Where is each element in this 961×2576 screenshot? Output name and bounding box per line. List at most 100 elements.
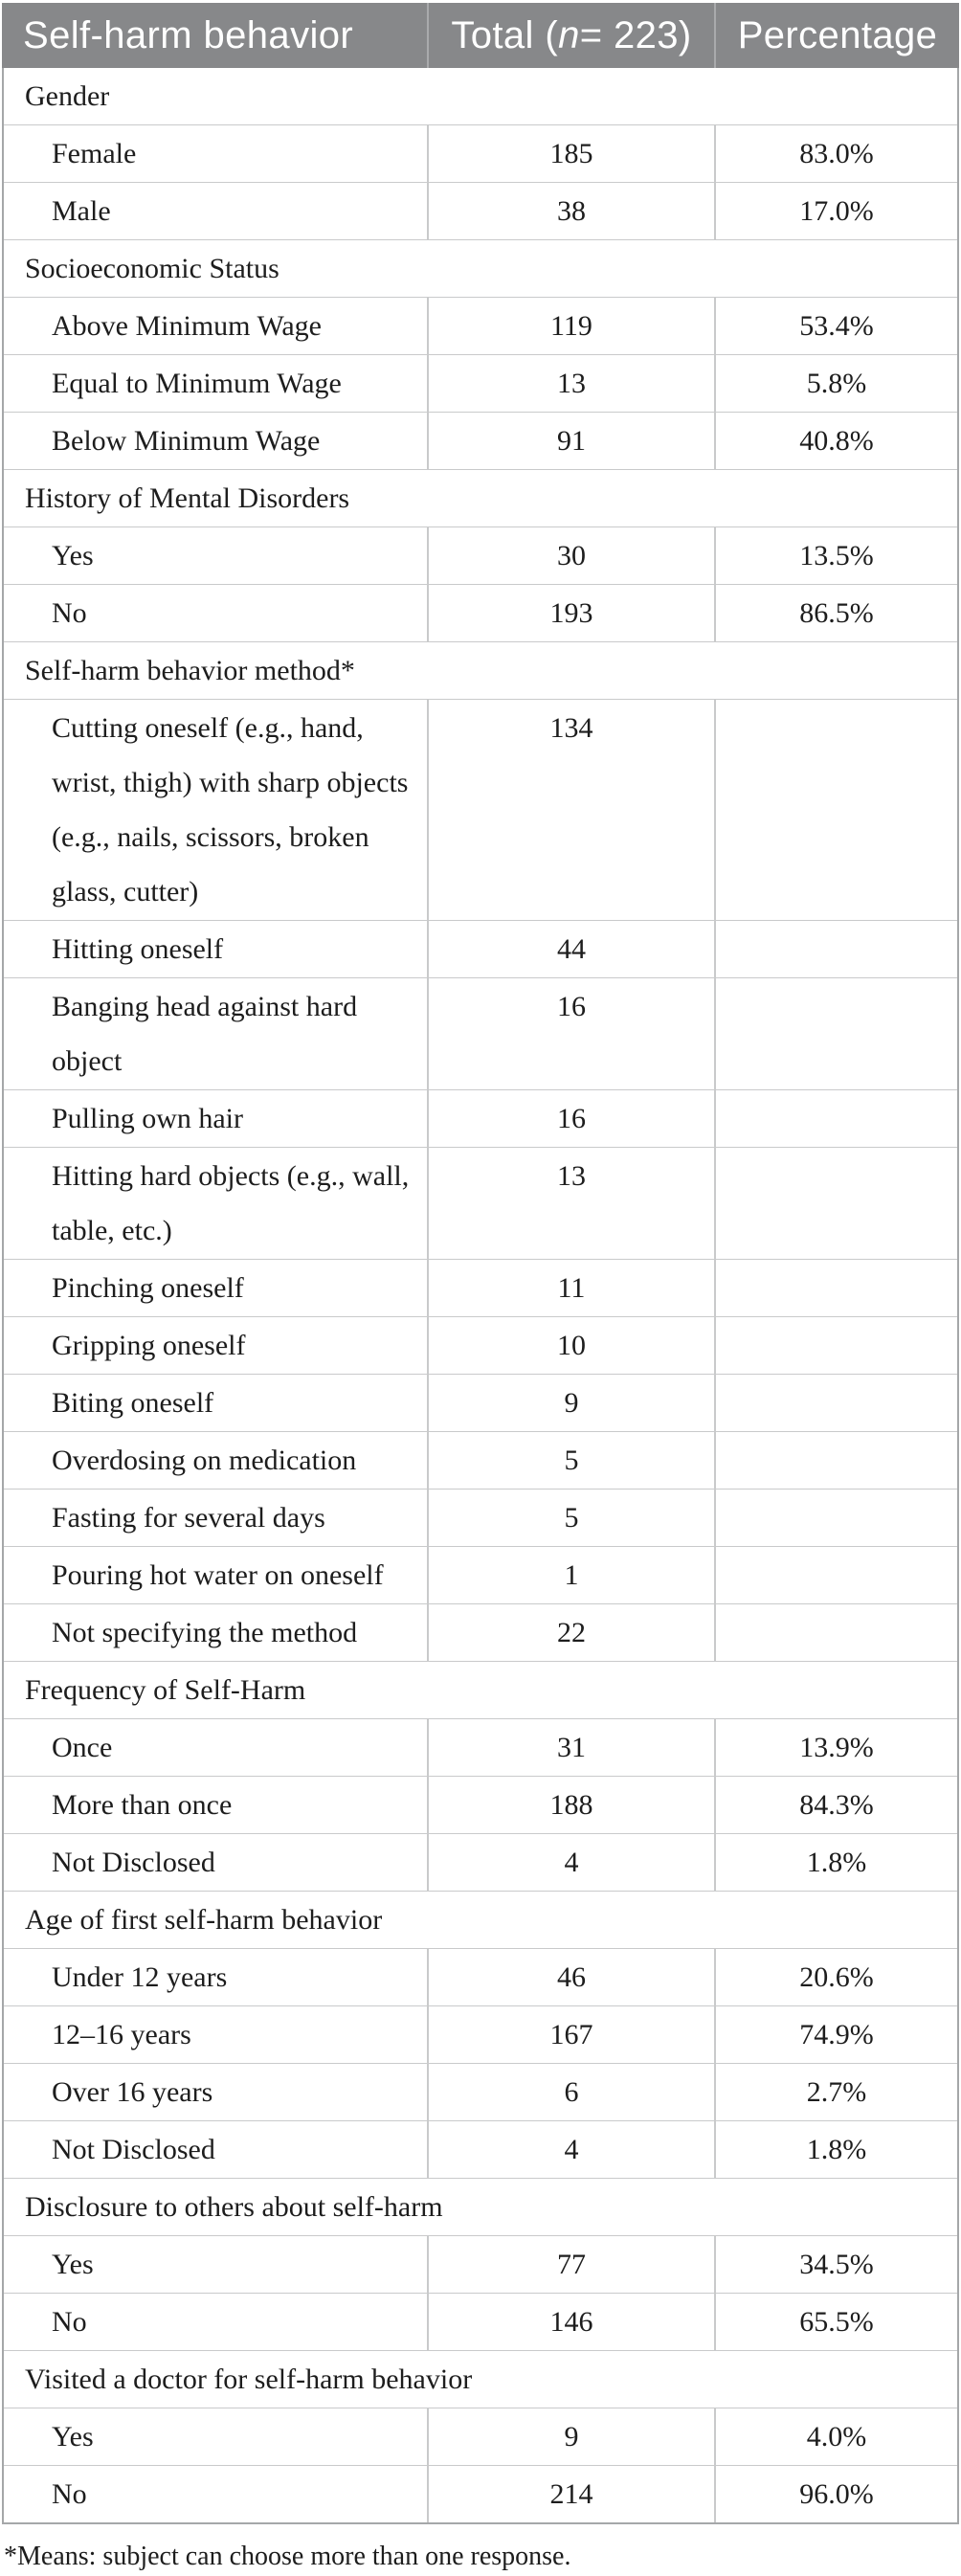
row-percentage-cell xyxy=(714,1547,957,1603)
table-row: Biting oneself 9 xyxy=(4,1375,957,1432)
table-row: Yes 9 4.0% xyxy=(4,2408,957,2466)
row-label-cell: Cutting oneself (e.g., hand, wrist, thig… xyxy=(52,712,409,907)
row-total-cell: 5 xyxy=(427,1432,714,1489)
row-percentage-cell xyxy=(714,1490,957,1546)
row-percentage-cell: 17.0% xyxy=(714,183,957,239)
row-total-cell: 9 xyxy=(427,2408,714,2465)
row-total-cell: 16 xyxy=(427,1090,714,1147)
table-row: Over 16 years 6 2.7% xyxy=(4,2064,957,2121)
table-row: Not Disclosed 4 1.8% xyxy=(4,2121,957,2179)
row-label-cell: 12–16 years xyxy=(52,2019,191,2050)
row-label-cell: Female xyxy=(52,138,137,169)
row-percentage-cell: 1.8% xyxy=(714,1834,957,1891)
table-row: Under 12 years 46 20.6% xyxy=(4,1949,957,2006)
row-percentage-cell xyxy=(714,921,957,977)
row-total-cell: 77 xyxy=(427,2236,714,2293)
row-total-cell: 5 xyxy=(427,1490,714,1546)
row-percentage-cell: 53.4% xyxy=(714,298,957,354)
table-row: Not specifying the method 22 xyxy=(4,1604,957,1662)
row-percentage-cell: 74.9% xyxy=(714,2006,957,2063)
table-row: Yes 77 34.5% xyxy=(4,2236,957,2294)
header-total-n-italic: n xyxy=(558,13,580,56)
row-percentage-cell xyxy=(714,1090,957,1147)
row-label-cell: Not Disclosed xyxy=(52,1847,215,1878)
row-percentage-cell xyxy=(714,1375,957,1431)
row-label-cell: Pinching oneself xyxy=(52,1272,244,1304)
row-percentage-cell: 2.7% xyxy=(714,2064,957,2120)
row-total-cell: 6 xyxy=(427,2064,714,2120)
header-col-behavior: Self-harm behavior xyxy=(23,13,354,56)
section-label: Self-harm behavior method* xyxy=(25,655,355,686)
row-percentage-cell: 34.5% xyxy=(714,2236,957,2293)
row-label-cell: No xyxy=(52,2306,87,2338)
row-label-cell: Once xyxy=(52,1732,113,1763)
row-label-cell: Below Minimum Wage xyxy=(52,425,321,457)
section-label: Disclosure to others about self-harm xyxy=(25,2191,443,2223)
row-label-cell: Hitting hard objects (e.g., wall, table,… xyxy=(52,1160,410,1246)
table-row: Above Minimum Wage 119 53.4% xyxy=(4,298,957,355)
header-col-percentage: Percentage xyxy=(714,3,959,68)
row-percentage-cell: 40.8% xyxy=(714,413,957,469)
self-harm-demographics-table: Self-harm behavior Total (n = 223) Perce… xyxy=(2,3,959,2524)
row-total-cell: 13 xyxy=(427,355,714,412)
table-row: Female 185 83.0% xyxy=(4,125,957,183)
row-percentage-cell xyxy=(714,1317,957,1374)
row-total-cell: 16 xyxy=(427,978,714,1089)
row-label-cell: Equal to Minimum Wage xyxy=(52,368,342,399)
header-total-suffix: = 223) xyxy=(579,13,692,56)
table-row: No 214 96.0% xyxy=(4,2466,957,2522)
row-total-cell: 44 xyxy=(427,921,714,977)
table-footnote: *Means: subject can choose more than one… xyxy=(4,2542,571,2571)
header-col-total: Total (n = 223) xyxy=(427,3,714,68)
table-row: Hitting oneself 44 xyxy=(4,921,957,978)
table-row: More than once 188 84.3% xyxy=(4,1777,957,1834)
table-header-row: Self-harm behavior Total (n = 223) Perce… xyxy=(2,3,959,68)
row-percentage-cell xyxy=(714,978,957,1089)
row-label-cell: Pulling own hair xyxy=(52,1103,243,1134)
row-total-cell: 185 xyxy=(427,125,714,182)
row-label-cell: Male xyxy=(52,195,111,227)
section-label: Age of first self-harm behavior xyxy=(25,1904,383,1936)
row-total-cell: 188 xyxy=(427,1777,714,1833)
row-label-cell: Pouring hot water on oneself xyxy=(52,1559,384,1591)
table-row: Banging head against hard object 16 xyxy=(4,978,957,1090)
row-label-cell: No xyxy=(52,2478,87,2510)
table-row: Gripping oneself 10 xyxy=(4,1317,957,1375)
row-label-cell: Not specifying the method xyxy=(52,1617,358,1648)
table-row: No 193 86.5% xyxy=(4,585,957,642)
row-label-cell: Fasting for several days xyxy=(52,1502,325,1534)
row-total-cell: 146 xyxy=(427,2294,714,2350)
table-body: Gender Female 185 83.0% Male 38 17.0% So… xyxy=(2,68,959,2524)
section-row: Visited a doctor for self-harm behavior xyxy=(4,2351,957,2408)
table-row: Below Minimum Wage 91 40.8% xyxy=(4,413,957,470)
table-row: Male 38 17.0% xyxy=(4,183,957,240)
table-row: Pinching oneself 11 xyxy=(4,1260,957,1317)
row-percentage-cell: 84.3% xyxy=(714,1777,957,1833)
row-label-cell: Gripping oneself xyxy=(52,1330,246,1361)
row-percentage-cell: 96.0% xyxy=(714,2466,957,2522)
section-label: Socioeconomic Status xyxy=(25,253,279,284)
section-label: History of Mental Disorders xyxy=(25,482,350,514)
section-row: Socioeconomic Status xyxy=(4,240,957,298)
row-label-cell: Banging head against hard object xyxy=(52,991,358,1077)
row-percentage-cell: 83.0% xyxy=(714,125,957,182)
row-total-cell: 22 xyxy=(427,1604,714,1661)
row-percentage-cell xyxy=(714,1604,957,1661)
row-label-cell: Not Disclosed xyxy=(52,2134,215,2165)
section-row: Disclosure to others about self-harm xyxy=(4,2179,957,2236)
row-total-cell: 31 xyxy=(427,1719,714,1776)
row-percentage-cell: 5.8% xyxy=(714,355,957,412)
section-label: Frequency of Self-Harm xyxy=(25,1674,306,1706)
row-percentage-cell: 1.8% xyxy=(714,2121,957,2178)
table-row: Yes 30 13.5% xyxy=(4,527,957,585)
row-label-cell: No xyxy=(52,597,87,629)
row-percentage-cell: 4.0% xyxy=(714,2408,957,2465)
section-row: Self-harm behavior method* xyxy=(4,642,957,700)
row-percentage-cell: 86.5% xyxy=(714,585,957,641)
row-percentage-cell xyxy=(714,1432,957,1489)
table-row: Hitting hard objects (e.g., wall, table,… xyxy=(4,1148,957,1260)
row-percentage-cell: 65.5% xyxy=(714,2294,957,2350)
row-label-cell: Yes xyxy=(52,2249,94,2280)
row-percentage-cell xyxy=(714,700,957,920)
